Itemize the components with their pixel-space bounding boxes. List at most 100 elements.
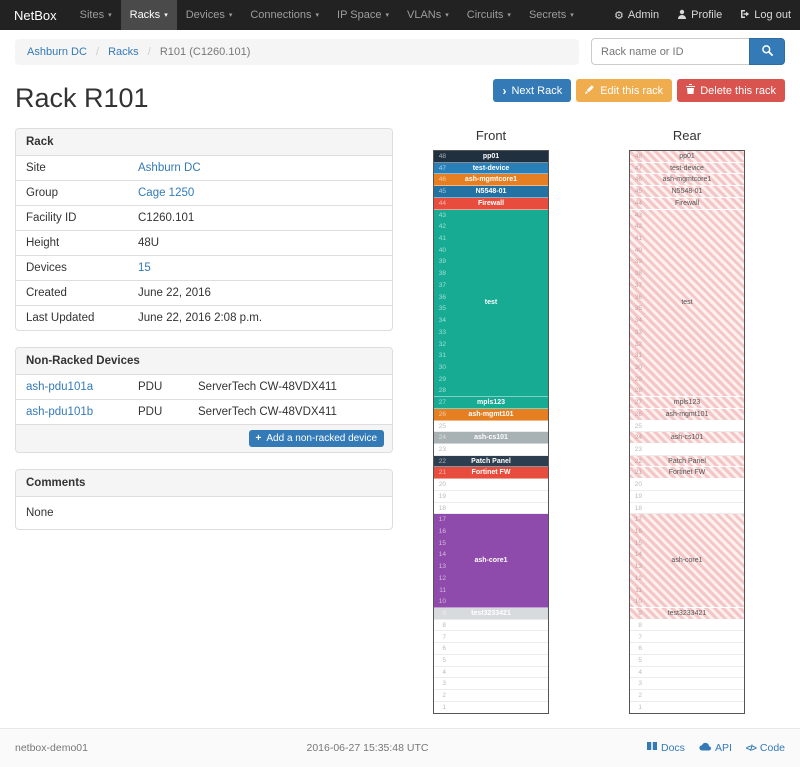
device-label: Fortinet FW xyxy=(471,469,511,477)
add-non-racked-device-button[interactable]: + Add a non-racked device xyxy=(248,430,384,447)
panel-title: Rack xyxy=(16,129,392,156)
device-ash-cs101[interactable]: ash-cs101 xyxy=(434,432,548,444)
device-test-device[interactable]: test-device xyxy=(434,162,548,175)
rack-unit-slot xyxy=(630,702,744,713)
device-mpls123[interactable]: mpls123 xyxy=(434,397,548,409)
device-ash-mgmtcore1[interactable]: ash-mgmtcore1 xyxy=(630,174,744,187)
button-label: Add a non-racked device xyxy=(266,433,377,444)
device-mpls123[interactable]: mpls123 xyxy=(630,397,744,409)
nav-profile[interactable]: Profile xyxy=(668,0,731,30)
nav-vlans[interactable]: VLANs ▾ xyxy=(398,0,458,30)
device-Fortinet FW[interactable]: Fortinet FW xyxy=(434,467,548,480)
device-test[interactable]: test xyxy=(434,209,548,398)
nav-secrets[interactable]: Secrets ▾ xyxy=(520,0,583,30)
link-label: API xyxy=(714,742,732,754)
search-button[interactable] xyxy=(749,38,785,65)
device-ash-mgmt101[interactable]: ash-mgmt101 xyxy=(434,408,548,421)
nav-label: Circuits xyxy=(466,9,504,21)
rear-elevation-title: Rear xyxy=(672,128,702,143)
rack-unit-slot xyxy=(630,444,744,456)
nav-circuits[interactable]: Circuits ▾ xyxy=(458,0,520,30)
device-label: ash-cs101 xyxy=(474,434,508,442)
chevron-down-icon: ▾ xyxy=(445,11,449,19)
plus-icon: + xyxy=(255,433,262,444)
device-Firewall[interactable]: Firewall xyxy=(434,197,548,210)
breadcrumb-racks-link[interactable]: Racks xyxy=(108,45,139,58)
panel-footer: + Add a non-racked device xyxy=(16,424,392,452)
device-label: ash-mgmt101 xyxy=(665,410,709,418)
next-rack-button[interactable]: › Next Rack xyxy=(493,79,572,102)
attr-value: 48U xyxy=(128,230,392,256)
breadcrumb: Ashburn DC / Racks / R101 (C1260.101) xyxy=(15,38,579,65)
device-link[interactable]: ash-pdu101a xyxy=(26,381,94,393)
device-label: ash-cs101 xyxy=(670,434,704,442)
device-ash-cs101[interactable]: ash-cs101 xyxy=(630,432,744,444)
attr-value: C1260.101 xyxy=(128,205,392,231)
device-link[interactable]: ash-pdu101b xyxy=(26,406,94,418)
device-ash-mgmt101[interactable]: ash-mgmt101 xyxy=(630,408,744,421)
nav-devices[interactable]: Devices ▾ xyxy=(177,0,242,30)
brand-netbox[interactable]: NetBox xyxy=(14,7,57,23)
device-test-device[interactable]: test-device xyxy=(630,162,744,175)
rack-panel: Rack Site Ashburn DC Group Cage 1250 Facil… xyxy=(15,128,393,331)
rack-unit-slot xyxy=(434,678,548,691)
device-pp01[interactable]: pp01 xyxy=(630,151,744,163)
device-label: ash-core1 xyxy=(474,557,508,565)
rack-unit-slot xyxy=(630,631,744,644)
top-navbar: NetBox Sites ▾ Racks ▾ Devices ▾ Connection… xyxy=(0,0,800,30)
delete-rack-button[interactable]: Delete this rack xyxy=(677,79,785,102)
device-test3233421[interactable]: test3233421 xyxy=(630,608,744,620)
nav-connections[interactable]: Connections ▾ xyxy=(241,0,328,30)
nav-ip-space[interactable]: IP Space ▾ xyxy=(328,0,398,30)
devices-count-link[interactable]: 15 xyxy=(138,262,151,274)
rack-unit-slot xyxy=(630,643,744,655)
breadcrumb-row: Ashburn DC / Racks / R101 (C1260.101) xyxy=(0,30,800,71)
device-ash-mgmtcore1[interactable]: ash-mgmtcore1 xyxy=(434,174,548,187)
rack-elevations: Front pp01 test-device ash-mgmtcore1 N5548-… xyxy=(393,128,785,714)
device-test[interactable]: test xyxy=(630,209,744,398)
nav-logout[interactable]: Log out xyxy=(731,0,800,30)
device-Firewall[interactable]: Firewall xyxy=(630,197,744,210)
device-test3233421[interactable]: test3233421 xyxy=(434,608,548,620)
breadcrumb-site-link[interactable]: Ashburn DC xyxy=(27,45,87,58)
gear-icon: ⚙ xyxy=(614,9,624,22)
nav-label: Log out xyxy=(754,9,791,21)
device-ash-core1[interactable]: ash-core1 xyxy=(630,514,744,609)
nav-sites[interactable]: Sites ▾ xyxy=(71,0,121,30)
code-link[interactable]: </> Code xyxy=(746,742,785,754)
edit-rack-button[interactable]: Edit this rack xyxy=(576,79,673,102)
device-Patch Panel[interactable]: Patch Panel xyxy=(434,455,548,468)
docs-link[interactable]: Docs xyxy=(647,742,685,754)
device-ash-core1[interactable]: ash-core1 xyxy=(434,514,548,609)
device-N5548-01[interactable]: N5548-01 xyxy=(434,186,548,198)
attr-label: Created xyxy=(16,280,128,306)
device-label: ash-mgmtcore1 xyxy=(464,176,518,184)
rack-unit-slot xyxy=(434,643,548,655)
device-role: PDU xyxy=(138,381,163,393)
device-pp01[interactable]: pp01 xyxy=(434,151,548,163)
panel-title: Non-Racked Devices xyxy=(16,348,392,375)
nav-label: Sites xyxy=(79,9,105,21)
rack-unit-slot xyxy=(434,690,548,702)
site-link[interactable]: Ashburn DC xyxy=(138,162,201,174)
rack-unit-slot xyxy=(630,678,744,691)
comments-body: None xyxy=(26,507,54,519)
chevron-down-icon: ▾ xyxy=(315,11,320,19)
device-Patch Panel[interactable]: Patch Panel xyxy=(630,455,744,468)
group-link[interactable]: Cage 1250 xyxy=(138,187,195,199)
api-link[interactable]: API xyxy=(699,742,732,754)
rack-unit-slot xyxy=(434,444,548,456)
nav-racks[interactable]: Racks ▾ xyxy=(120,0,177,30)
device-N5548-01[interactable]: N5548-01 xyxy=(630,186,744,198)
book-icon xyxy=(647,742,657,754)
front-elevation-title: Front xyxy=(475,128,507,143)
rack-unit-slot xyxy=(434,479,548,491)
attr-value: June 22, 2016 2:08 p.m. xyxy=(128,305,392,330)
cloud-icon xyxy=(699,742,711,754)
nav-admin[interactable]: ⚙ Admin xyxy=(605,0,668,30)
table-row: Devices 15 xyxy=(16,255,392,281)
device-Fortinet FW[interactable]: Fortinet FW xyxy=(630,467,744,480)
search-input[interactable] xyxy=(591,38,749,65)
rack-unit-slot xyxy=(630,479,744,491)
breadcrumb-separator: / xyxy=(147,45,151,58)
